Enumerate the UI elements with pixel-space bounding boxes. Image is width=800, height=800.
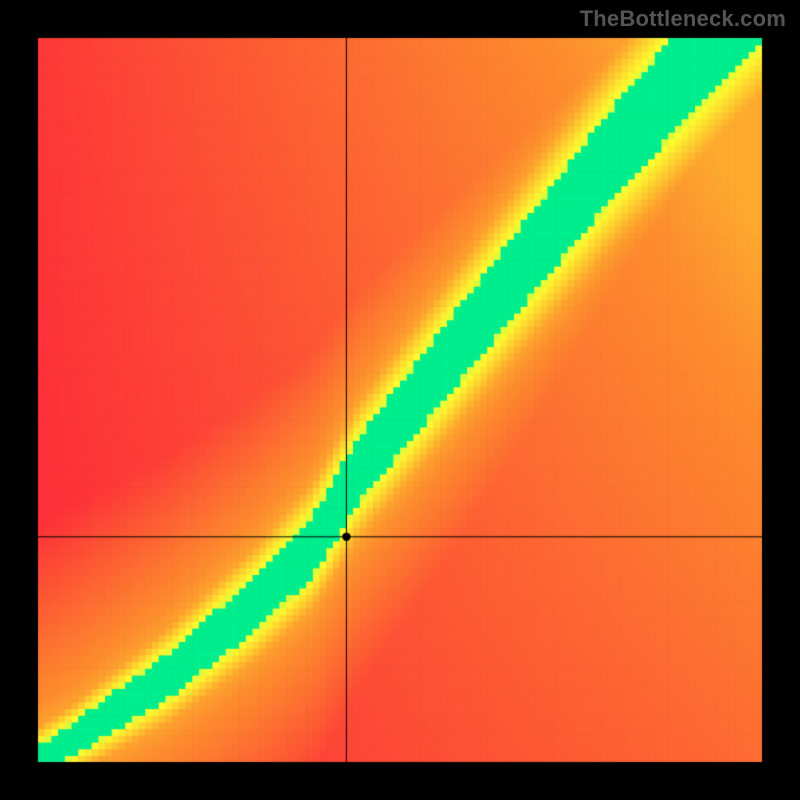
- bottleneck-heatmap: { "watermark": { "text": "TheBottleneck.…: [0, 0, 800, 800]
- bottleneck-heatmap-canvas: [0, 0, 800, 800]
- watermark-text: TheBottleneck.com: [580, 6, 786, 32]
